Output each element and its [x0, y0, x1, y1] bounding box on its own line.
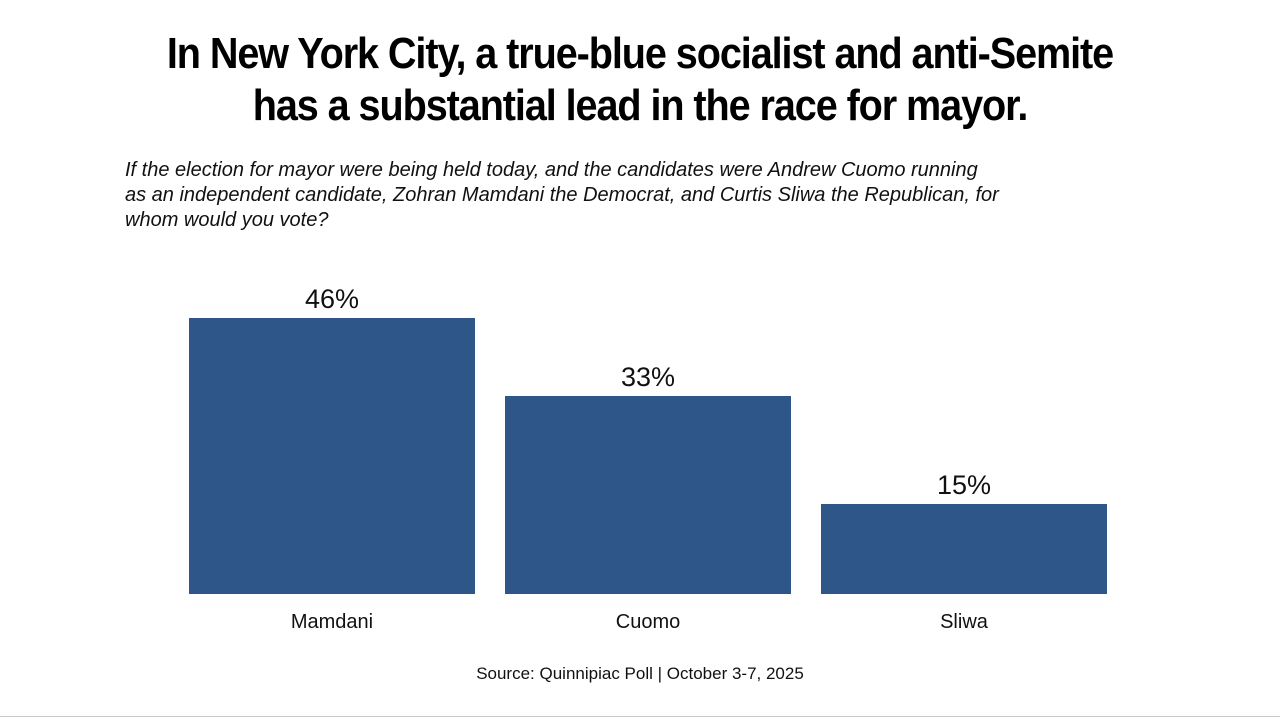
chart-title-line-1: In New York City, a true-blue socialist … — [166, 29, 1114, 78]
data-label-mamdani: 46% — [305, 284, 359, 314]
data-label-sliwa: 15% — [937, 470, 991, 500]
chart-title: In New York City, a true-blue socialist … — [82, 28, 1198, 132]
chart-subtitle-line-2: as an independent candidate, Zohran Mamd… — [125, 184, 999, 206]
chart-subtitle-line-3: whom would you vote? — [125, 209, 329, 231]
source-note: Source: Quinnipiac Poll | October 3-7, 2… — [476, 664, 804, 683]
bar-cuomo — [505, 396, 791, 594]
data-label-cuomo: 33% — [621, 362, 675, 392]
category-label-cuomo: Cuomo — [616, 611, 680, 633]
chart-subtitle: If the election for mayor were being hel… — [125, 158, 1185, 233]
bar-sliwa — [821, 504, 1107, 594]
bar-mamdani — [189, 318, 475, 594]
bottom-divider — [0, 716, 1280, 717]
chart-title-line-2: has a substantial lead in the race for m… — [252, 81, 1029, 130]
category-label-sliwa: Sliwa — [940, 611, 989, 633]
bar-chart: 46% Mamdani 33% Cuomo 15% Sliwa — [189, 284, 1107, 633]
category-label-mamdani: Mamdani — [291, 611, 373, 633]
chart-subtitle-line-1: If the election for mayor were being hel… — [125, 159, 978, 181]
